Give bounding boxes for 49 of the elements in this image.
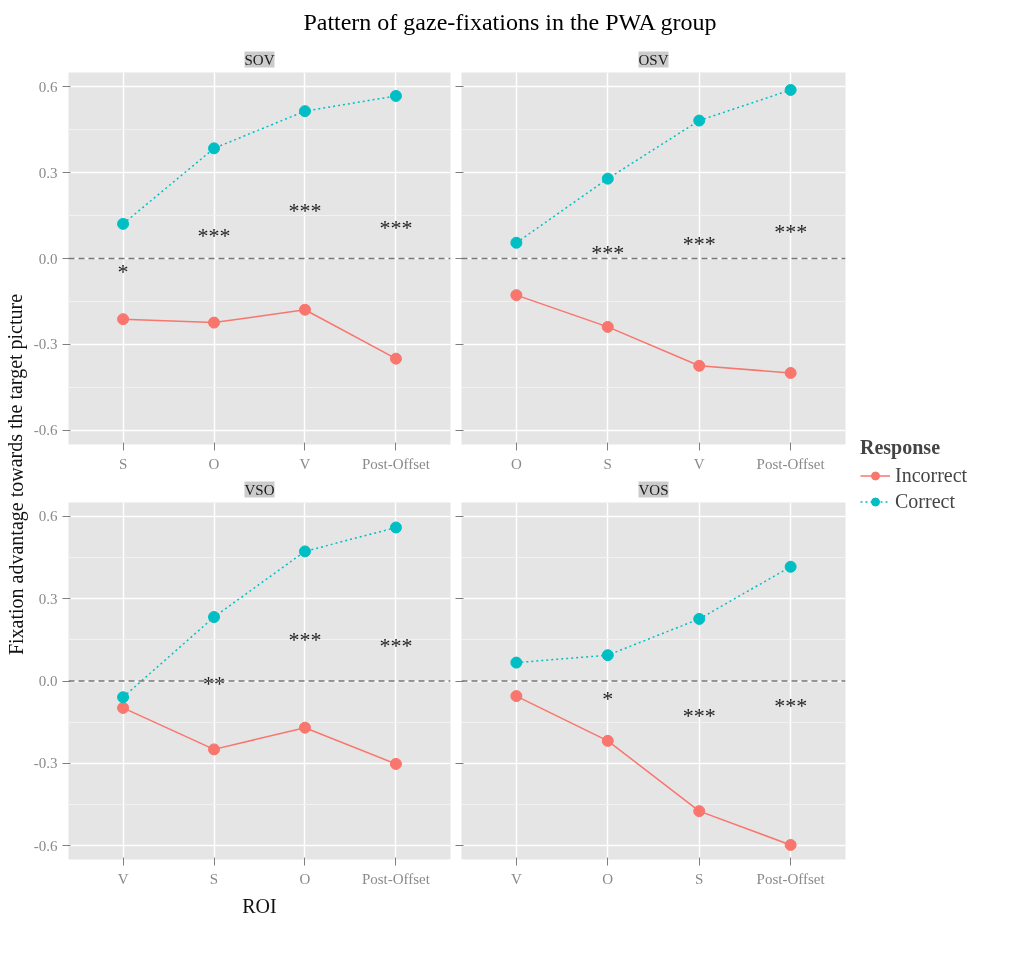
y-tick-label: 0.3 [38,164,58,181]
annotation: *** [591,240,625,266]
x-tick-label: S [603,455,612,472]
legend-title: Response [860,435,941,459]
annotation: ** [203,670,226,696]
annotation: *** [774,219,808,245]
y-tick-label: 0.0 [38,250,58,267]
y-tick-label: -0.3 [33,755,58,772]
y-tick-label: 0.0 [38,673,58,690]
annotation: * [602,685,614,711]
y-tick-label: -0.3 [33,336,58,353]
x-tick-label: S [209,870,219,887]
x-tick-label: Post-Offset [361,870,431,887]
legend-label: Incorrect [895,463,968,487]
chart-subtitle: SOV [244,51,275,68]
x-tick-label: Post-Offset [756,455,826,472]
text: Pattern of gaze-fixations in the PWA group [303,8,717,37]
annotation: *** [379,215,413,241]
x-tick-label: O [510,455,522,472]
x-tick-label: V [510,870,522,887]
annotation: *** [197,223,231,249]
y-axis-title: Fixation advantage towards the target picture [4,294,28,656]
annotation: *** [379,633,413,659]
x-tick-label: V [693,455,705,472]
legend-label: Correct [895,489,955,513]
annotation: *** [682,702,716,728]
x-tick-label: Post-Offset [361,455,431,472]
y-tick-label: 0.3 [38,590,58,607]
x-tick-label: S [118,455,128,472]
y-tick-label: 0.6 [38,79,58,96]
chart-subtitle: VSO [244,481,275,498]
annotation: *** [288,627,322,653]
x-tick-label: O [299,870,311,887]
x-tick-label: Post-Offset [756,870,826,887]
y-tick-label: -0.6 [33,422,58,439]
y-tick-label: -0.6 [33,838,58,855]
x-tick-label: V [299,455,311,472]
annotation: * [117,259,129,285]
annotation: *** [288,198,322,224]
annotation: *** [682,230,716,256]
annotation: *** [774,693,808,719]
chart-subtitle: OSV [638,51,669,68]
y-tick-label: 0.6 [38,508,58,525]
x-tick-label: S [695,870,704,887]
chart-subtitle: VOS [638,481,669,498]
x-axis-title: ROI [242,894,277,917]
x-tick-label: O [208,455,220,472]
x-tick-label: V [117,870,129,887]
x-tick-label: O [602,870,614,887]
